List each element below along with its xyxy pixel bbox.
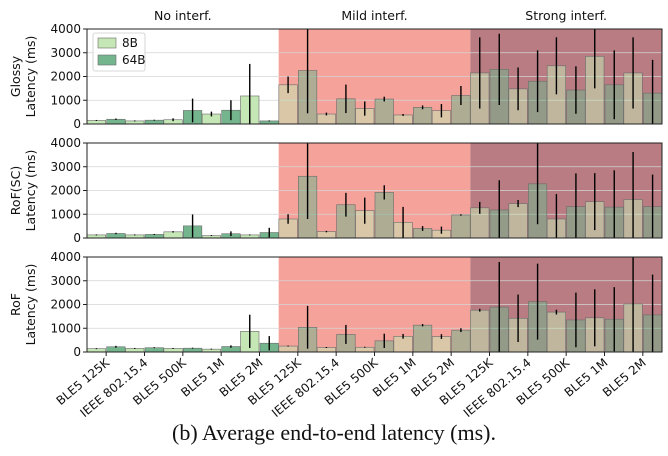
legend-swatch [97,37,117,49]
legend-swatch [97,54,117,66]
x-tick-label: IEEE 802.15.4 [461,356,534,420]
y-axis-label: Latency (ms) [23,36,38,118]
bar-8b [508,203,528,239]
bar-8b [163,348,183,353]
bar-64b [413,324,433,353]
y-tick-label: 1000 [50,207,81,221]
y-axis-label: Latency (ms) [23,264,38,346]
x-tick-label: IEEE 802.15.4 [269,356,342,420]
y-tick-label: 1000 [50,321,81,335]
bar-64b [144,347,164,353]
bar-64b [413,107,433,125]
bar-8b [316,113,336,125]
bar-8b [163,231,183,239]
y-tick-label: 2000 [50,70,81,84]
y-tick-label: 3000 [50,46,81,60]
y-tick-label: 0 [73,345,81,359]
bar-8b [316,231,336,239]
bar-8b [278,345,298,353]
figure-caption: (b) Average end-to-end latency (ms). [172,420,496,445]
y-tick-label: 4000 [50,250,81,264]
bar-8b [86,120,106,125]
latency-chart: No interf. Mild interf. Strong interf. 0 100… [8,8,663,420]
bar-64b [144,119,164,125]
panel-name-label: RoF(SC) [8,166,23,215]
bar-8b [125,348,145,353]
panel-name-label: RoF [8,293,23,316]
legend-label: 8B [122,36,138,50]
x-tick-label: BLE5 2M [600,356,649,400]
x-tick-label: IEEE 802.15.4 [77,356,150,420]
bar-64b [374,98,394,125]
legend-label: 64B [122,53,146,67]
y-tick-label: 0 [73,231,81,245]
bar-64b [144,234,164,239]
y-tick-label: 4000 [50,136,81,150]
y-tick-label: 3000 [50,160,81,174]
y-tick-label: 1000 [50,93,81,107]
y-tick-label: 2000 [50,298,81,312]
y-axis-label: Latency (ms) [23,150,38,232]
bar-64b [451,329,471,353]
bar-64b [451,214,471,239]
condition-label: No interf. [154,8,212,23]
bar-8b [470,309,490,353]
bar-8b [355,346,375,353]
y-tick-label: 2000 [50,184,81,198]
y-tick-label: 4000 [50,22,81,36]
condition-label: Mild interf. [341,8,407,23]
panel-name-label: Glossy [8,55,23,97]
y-tick-label: 0 [73,117,81,131]
bar-8b [316,347,336,353]
y-tick-label: 3000 [50,274,81,288]
bar-64b [183,347,203,353]
bar-8b [546,311,566,353]
condition-label: Strong interf. [525,8,607,23]
bar-8b [393,114,413,125]
